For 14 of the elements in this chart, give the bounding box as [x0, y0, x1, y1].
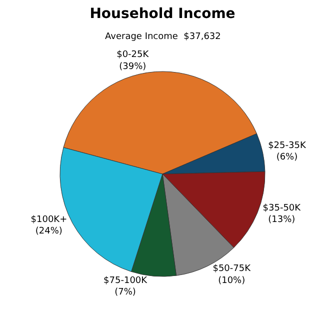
- slice-label: $0-25K: [116, 50, 150, 60]
- slice-label: $75-100K: [104, 276, 148, 286]
- data-label: (13%): [268, 215, 296, 226]
- data-label: (10%): [218, 276, 246, 286]
- slice-label: $50-75K: [212, 264, 252, 274]
- slice-label: $25-35K: [268, 140, 307, 151]
- slice-label: $100K+: [30, 214, 68, 225]
- chart-subtitle: Average Income $37,632: [105, 32, 221, 42]
- slice-label: $35-50K: [262, 204, 302, 214]
- data-label: (39%): [119, 62, 146, 72]
- data-label: (24%): [35, 226, 62, 236]
- chart-title: Household Income: [90, 6, 236, 22]
- data-label: (7%): [114, 288, 136, 298]
- data-label: (6%): [276, 152, 298, 163]
